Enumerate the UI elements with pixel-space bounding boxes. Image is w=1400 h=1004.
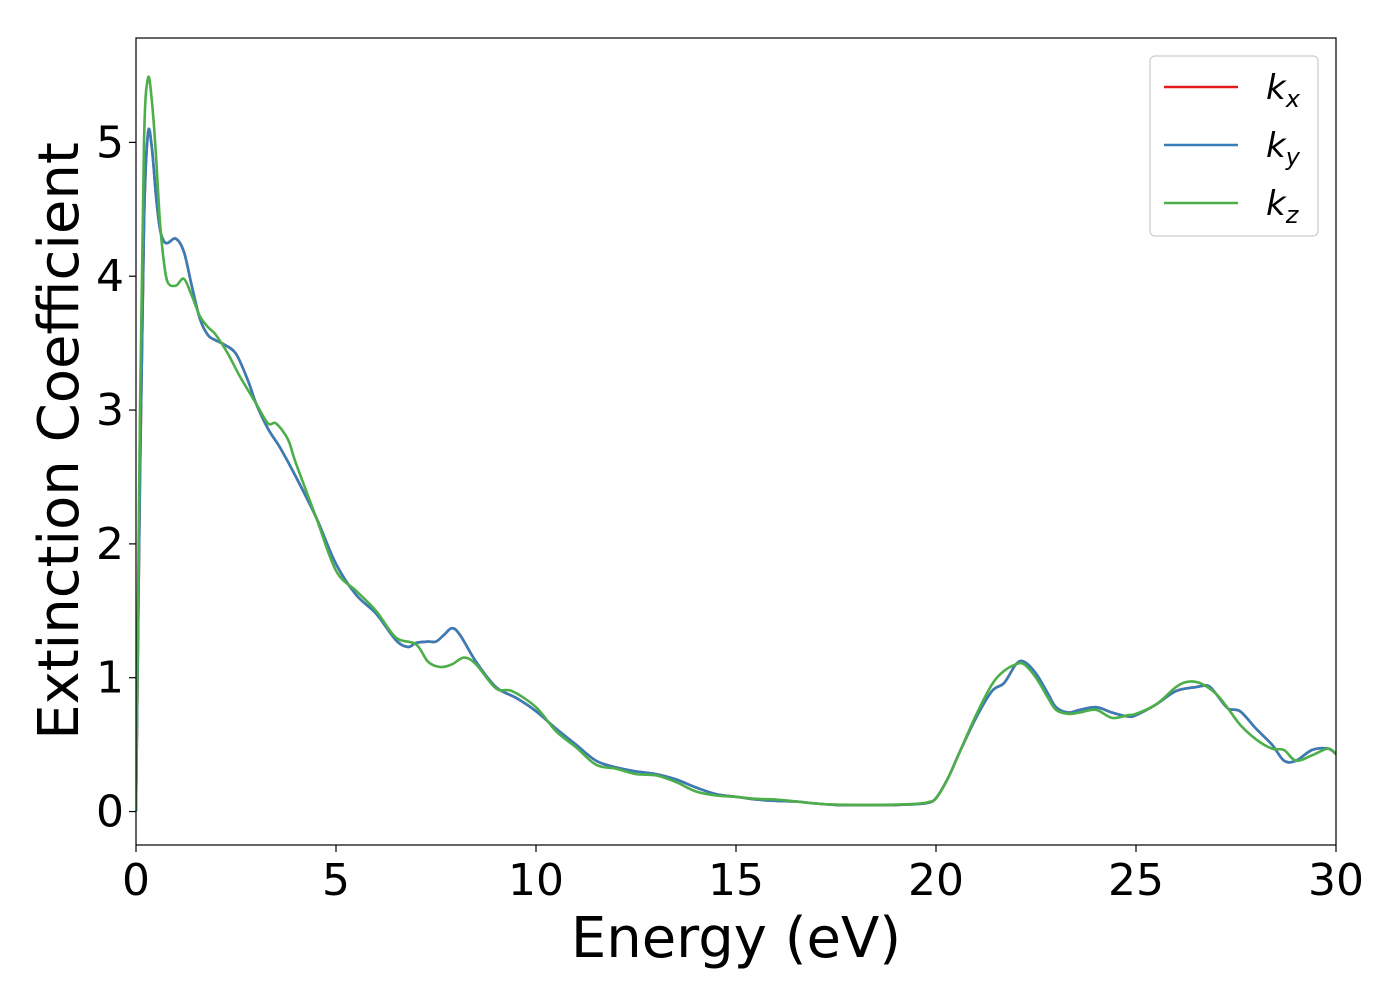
y-tick-label: 3 (96, 385, 124, 436)
x-tick-label: 15 (708, 855, 764, 906)
x-tick-label: 30 (1308, 855, 1364, 906)
y-tick-label: 5 (96, 117, 124, 168)
x-tick-label: 5 (322, 855, 350, 906)
series-line-z (136, 75, 1336, 812)
y-tick-label: 1 (96, 653, 124, 704)
x-axis-title: Energy (eV) (571, 906, 901, 971)
y-tick-label: 4 (96, 251, 124, 302)
x-tick-label: 20 (908, 855, 964, 906)
x-tick-label: 25 (1108, 855, 1164, 906)
legend-subscript-z: z (1285, 201, 1300, 229)
legend-subscript-x: x (1285, 85, 1301, 113)
legend-subscript-y: y (1285, 143, 1301, 171)
series-layer (136, 75, 1336, 812)
axes-layer: 0 5 10 15 20 25 30 0 1 2 3 4 5 (96, 37, 1364, 906)
x-tick-label: 0 (122, 855, 150, 906)
y-axis-title: Extinction Coefficient (27, 142, 92, 740)
y-tick-label: 2 (96, 519, 124, 570)
x-tick-label: 10 (508, 855, 564, 906)
y-tick-label: 0 (96, 787, 124, 838)
